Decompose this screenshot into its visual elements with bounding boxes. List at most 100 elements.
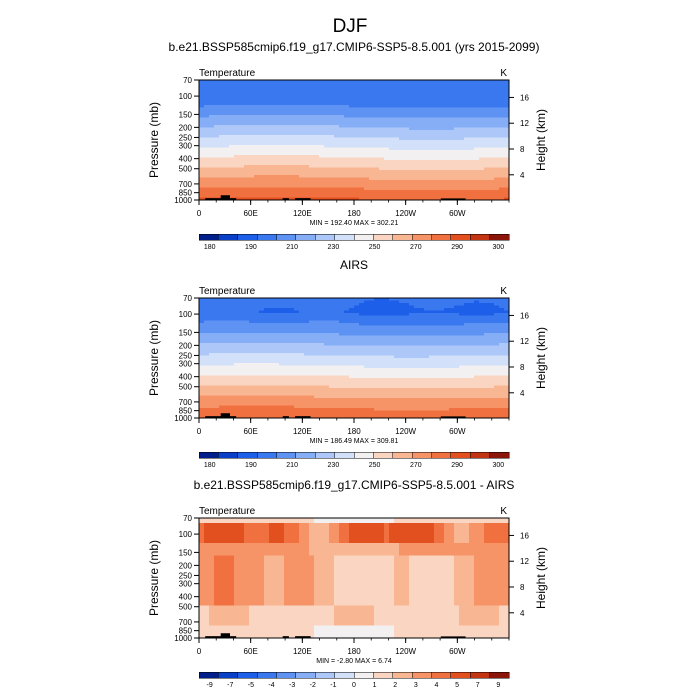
heatmap-cell <box>504 110 510 114</box>
heatmap-cell <box>239 197 245 201</box>
heatmap-cell <box>489 320 495 324</box>
heatmap-cell <box>499 105 505 109</box>
heatmap-cell <box>209 318 215 322</box>
heatmap-cell <box>294 162 300 166</box>
heatmap-cell <box>449 127 455 131</box>
heatmap-cell <box>289 100 295 104</box>
heatmap-cell <box>279 155 285 159</box>
heatmap-cell <box>409 358 415 362</box>
heatmap-cell <box>374 155 380 159</box>
heatmap-cell <box>389 197 395 201</box>
heatmap-cell <box>269 315 275 319</box>
heatmap-cell <box>339 348 345 352</box>
heatmap-cell <box>259 190 265 194</box>
heatmap-cell <box>244 162 250 166</box>
heatmap-cell <box>424 358 430 362</box>
heatmap-cell <box>444 127 450 131</box>
colorbar-swatch <box>411 233 432 241</box>
heatmap-cell <box>224 155 230 159</box>
heatmap-cell <box>294 130 300 134</box>
heatmap-cell <box>409 328 415 332</box>
heatmap-cell <box>239 117 245 121</box>
heatmap-cell <box>384 157 390 161</box>
heatmap-cell <box>259 127 265 131</box>
heatmap-cell <box>484 338 490 342</box>
heatmap-cell <box>504 358 510 362</box>
heatmap-cell <box>269 115 275 119</box>
heatmap-cell <box>364 365 370 369</box>
heatmap-cell <box>239 137 245 141</box>
heatmap-cell <box>239 160 245 164</box>
heatmap-cell <box>304 142 310 146</box>
heatmap-cell <box>409 368 415 372</box>
heatmap-cell <box>464 172 470 176</box>
heatmap-cell <box>354 145 360 149</box>
heatmap-cell <box>354 180 360 184</box>
heatmap-cell <box>314 298 320 302</box>
heatmap-cell <box>244 137 250 141</box>
heatmap-cell <box>454 330 460 334</box>
heatmap-cell <box>299 315 305 319</box>
heatmap-cell <box>474 325 480 329</box>
heatmap-cell <box>439 165 445 169</box>
heatmap-cell <box>234 182 240 186</box>
heatmap-cell <box>394 132 400 136</box>
heatmap-cell <box>439 167 445 171</box>
heatmap-cell <box>504 170 510 174</box>
heatmap-cell <box>244 157 250 161</box>
heatmap-cell <box>474 338 480 342</box>
heatmap-cell <box>449 325 455 329</box>
heatmap-cell <box>504 320 510 324</box>
heatmap-cell <box>409 122 415 126</box>
heatmap-cell <box>349 85 355 89</box>
heatmap-cell <box>434 92 440 96</box>
heatmap-cell <box>339 80 345 84</box>
heatmap-cell <box>254 180 260 184</box>
heatmap-cell <box>399 370 405 374</box>
heatmap-cell <box>504 348 510 352</box>
heatmap-cell <box>199 370 205 374</box>
heatmap-cell <box>254 370 260 374</box>
heatmap-cell <box>234 165 240 169</box>
heatmap-cell <box>229 125 235 129</box>
heatmap-cell <box>424 350 430 354</box>
heatmap-cell <box>419 117 425 121</box>
heatmap-cell <box>349 150 355 154</box>
heatmap-cell <box>364 330 370 334</box>
heatmap-cell <box>479 87 485 91</box>
heatmap-cell <box>354 140 360 144</box>
heatmap-cell <box>494 107 500 111</box>
heatmap-cell <box>329 145 335 149</box>
heatmap-cell <box>309 122 315 126</box>
heatmap-cell <box>424 325 430 329</box>
heatmap-cell <box>284 157 290 161</box>
heatmap-cell <box>469 310 475 314</box>
heatmap-cell <box>279 187 285 191</box>
heatmap-cell <box>439 90 445 94</box>
heatmap-cell <box>429 355 435 359</box>
heatmap-cell <box>489 82 495 86</box>
heatmap-cell <box>464 373 470 377</box>
heatmap-cell <box>474 127 480 131</box>
heatmap-cell <box>344 368 350 372</box>
heatmap-cell <box>259 165 265 169</box>
heatmap-cell <box>249 177 255 181</box>
heatmap-cell <box>259 137 265 141</box>
heatmap-cell <box>379 325 385 329</box>
heatmap-cell <box>289 92 295 96</box>
heatmap-cell <box>359 162 365 166</box>
heatmap-cell <box>384 373 390 377</box>
heatmap-cell <box>319 115 325 119</box>
heatmap-cell <box>504 122 510 126</box>
heatmap-cell <box>234 157 240 161</box>
heatmap-cell <box>469 130 475 134</box>
heatmap-cell <box>319 310 325 314</box>
heatmap-cell <box>284 343 290 347</box>
heatmap-cell <box>424 197 430 201</box>
heatmap-cell <box>449 117 455 121</box>
heatmap-cell <box>219 140 225 144</box>
heatmap-cell <box>244 305 250 309</box>
heatmap-cell <box>294 172 300 176</box>
heatmap-cell <box>474 140 480 144</box>
heatmap-cell <box>229 373 235 377</box>
